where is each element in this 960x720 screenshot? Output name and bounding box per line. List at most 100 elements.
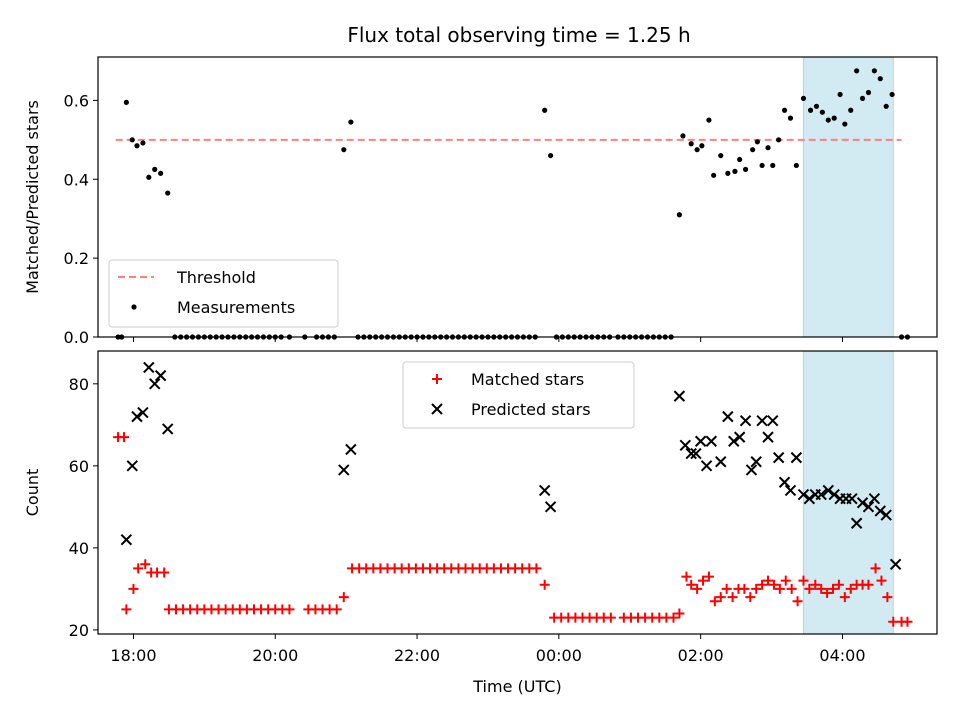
matched-stars-point — [780, 575, 791, 586]
matched-stars-point — [786, 583, 797, 594]
matched-stars-point — [798, 575, 809, 586]
matched-stars-point — [822, 587, 833, 598]
y-tick-label: 20 — [69, 621, 89, 640]
predicted-stars-point — [694, 435, 707, 447]
predicted-stars-point — [862, 501, 875, 513]
matched-stars-point — [751, 583, 762, 594]
matched-stars-point — [133, 563, 144, 574]
y-tick-label: 60 — [69, 457, 89, 476]
predicted-stars-point — [149, 378, 161, 390]
predicted-stars-point — [784, 484, 797, 497]
measurement-point — [732, 168, 738, 174]
measurement-point — [754, 139, 760, 145]
measurement-point — [859, 95, 866, 102]
predicted-stars-point — [137, 406, 149, 419]
measurement-point — [842, 121, 848, 127]
matched-stars-point — [845, 583, 856, 594]
predicted-stars-point — [700, 460, 713, 472]
measurement-point — [770, 162, 776, 169]
x-tick-label: 18:00 — [110, 646, 156, 665]
measurement-point — [831, 115, 837, 121]
predicted-stars-point — [685, 447, 697, 460]
predicted-stars-point — [338, 464, 350, 476]
matched-stars-point — [686, 579, 697, 590]
measurement-point — [165, 190, 171, 196]
matched-stars-point — [703, 571, 714, 582]
legend-label: Threshold — [176, 268, 256, 287]
legend: Matched stars Predicted stars — [402, 361, 635, 429]
y-tick-label: 40 — [69, 539, 89, 558]
predicted-stars-point — [739, 415, 752, 427]
legend-measurement-swatch — [131, 304, 137, 310]
chart-title: Flux total observing time = 1.25 h — [347, 23, 690, 47]
measurement-point — [718, 152, 724, 159]
predicted-stars-point — [762, 431, 774, 443]
legend-label: Predicted stars — [471, 400, 591, 419]
predicted-stars-point — [797, 488, 810, 501]
matched-stars-point — [792, 596, 803, 607]
ratio-panel: 0.0 0.2 0.4 0.6 Matched/Predicted stars Thres… — [23, 56, 938, 347]
matched-stars-point — [698, 575, 709, 586]
measurement-point — [800, 95, 807, 102]
measurement-point — [819, 109, 825, 115]
matched-stars-point — [810, 579, 821, 590]
predicted-stars-point — [544, 501, 557, 513]
matched-stars-point — [745, 592, 756, 603]
y-tick-label: 0.6 — [64, 91, 89, 110]
predicted-stars-point — [846, 492, 858, 505]
measurement-point — [547, 152, 554, 159]
matched-stars-point — [121, 604, 132, 615]
matched-stars-point — [763, 575, 774, 586]
measurement-point — [542, 107, 548, 113]
matched-stars-point — [739, 583, 750, 594]
legend-box — [402, 361, 635, 429]
measurement-point — [865, 89, 872, 96]
measurement-point — [725, 170, 731, 176]
predicted-stars-point — [728, 435, 740, 447]
measurement-point — [877, 76, 883, 82]
measurement-point — [158, 170, 164, 176]
y-axis-label: Count — [23, 469, 42, 517]
predicted-stars-point — [715, 456, 727, 468]
predicted-stars-point — [828, 488, 840, 501]
matched-stars-point — [721, 583, 732, 594]
predicted-stars-point — [750, 456, 762, 468]
matched-stars-point — [768, 579, 779, 590]
predicted-stars-point — [778, 476, 791, 488]
measurement-point — [765, 145, 771, 151]
x-tick-label: 22:00 — [394, 646, 440, 665]
matched-stars-point — [140, 559, 151, 570]
matched-stars-point — [839, 592, 850, 603]
matched-stars-point — [531, 563, 542, 574]
measurement-point — [140, 140, 146, 146]
predicted-stars-point — [705, 435, 718, 447]
predicted-stars-point — [722, 410, 734, 423]
measurement-point — [341, 147, 347, 153]
measurement-point — [854, 68, 860, 74]
measurement-point — [699, 143, 705, 149]
measurement-point — [348, 119, 354, 125]
measurement-point — [134, 143, 140, 149]
predicted-stars-point — [822, 484, 834, 497]
measurement-point — [680, 133, 686, 139]
predicted-stars-point — [690, 447, 702, 460]
matched-stars-point — [863, 579, 874, 590]
measurement-point — [837, 91, 843, 98]
predicted-stars-point — [673, 390, 686, 402]
measurement-point — [825, 117, 831, 123]
predicted-stars-point — [850, 517, 863, 529]
matched-stars-point — [727, 592, 738, 603]
measurement-point — [694, 147, 700, 153]
matched-stars-point — [605, 612, 616, 623]
predicted-stars-point — [745, 464, 758, 476]
x-tick-label: 04:00 — [819, 646, 865, 665]
matched-stars-point — [118, 432, 129, 443]
y-axis-label: Matched/Predicted stars — [23, 100, 42, 294]
predicted-stars-point — [880, 509, 892, 521]
measurement-point — [781, 107, 788, 113]
matched-stars-point — [882, 592, 893, 603]
matched-stars-point — [833, 579, 844, 590]
legend-box — [108, 259, 339, 328]
measurement-point — [848, 107, 854, 113]
matched-stars-point — [159, 567, 170, 578]
